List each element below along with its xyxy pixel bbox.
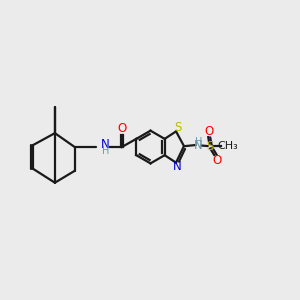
Text: N: N	[194, 139, 203, 152]
Text: S: S	[206, 140, 214, 152]
Text: O: O	[204, 125, 213, 138]
Text: N: N	[101, 138, 110, 151]
Text: S: S	[174, 121, 181, 134]
Text: CH₃: CH₃	[218, 141, 238, 151]
Text: H: H	[102, 146, 109, 156]
Text: O: O	[117, 122, 126, 135]
Text: N: N	[173, 160, 182, 173]
Text: H: H	[195, 136, 202, 147]
Text: O: O	[212, 154, 221, 167]
